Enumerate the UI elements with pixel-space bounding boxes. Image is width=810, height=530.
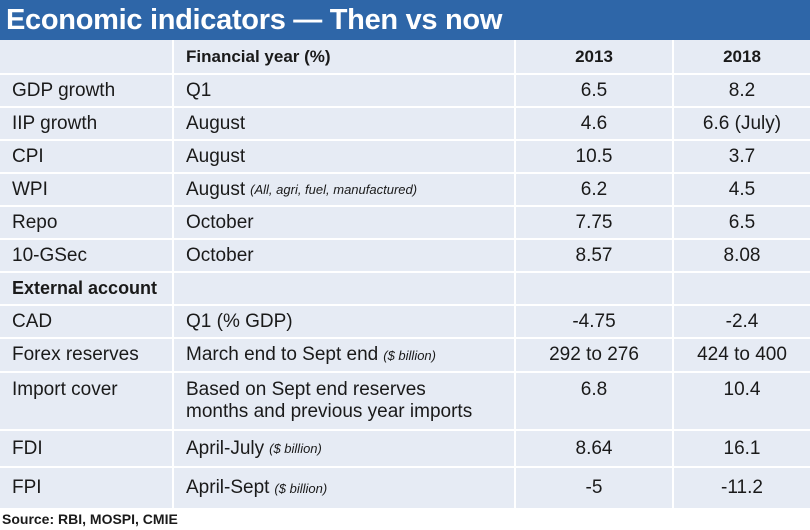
row-period: October [186, 244, 254, 266]
row-period: August (All, agri, fuel, manufactured) [186, 174, 516, 205]
row-value-2013: -5 [585, 477, 603, 498]
row-name: CAD [12, 310, 53, 332]
row-value-2013: 8.64 [575, 437, 613, 459]
row-period-line1: Based on Sept end reserves [186, 379, 426, 400]
row-divider [0, 139, 810, 141]
table-row-repo: Repo October 7.75 6.5 [0, 207, 810, 238]
row-value-2018: 6.5 [728, 211, 756, 233]
row-divider [0, 304, 810, 306]
row-period-note: (All, agri, fuel, manufactured) [250, 182, 418, 197]
row-period: August [186, 112, 246, 134]
row-period-text: March end to Sept end [186, 344, 379, 365]
table-row-fpi: FPI April-Sept ($ billion) -5 -11.2 [0, 468, 810, 508]
row-value-2013: 8.57 [575, 244, 613, 266]
row-value-2018: 8.08 [723, 244, 761, 266]
table-row-cad: CAD Q1 (% GDP) -4.75 -2.4 [0, 306, 810, 337]
row-period-note: ($ billion) [383, 347, 436, 363]
table-row-cpi: CPI August 10.5 3.7 [0, 141, 810, 172]
row-name: CPI [12, 145, 44, 167]
header-year-2013: 2013 [575, 46, 613, 66]
row-value-2018: 16.1 [723, 437, 761, 459]
row-value-2013: 4.6 [580, 112, 608, 134]
row-period-text: August [186, 178, 246, 200]
row-name: Repo [12, 211, 58, 233]
row-value-2013: 7.75 [575, 211, 613, 233]
table-row-wpi: WPI August (All, agri, fuel, manufacture… [0, 174, 810, 205]
row-divider [0, 73, 810, 75]
row-value-2018: 3.7 [728, 145, 756, 167]
row-period: April-Sept ($ billion) [186, 468, 516, 508]
row-value-2013: 10.5 [575, 145, 613, 167]
row-name: 10-GSec [12, 244, 87, 266]
row-name: WPI [12, 178, 48, 200]
row-divider [0, 205, 810, 207]
row-period-line2: months and previous year imports [186, 401, 473, 422]
column-divider [672, 40, 674, 508]
row-period: April-July ($ billion) [186, 431, 516, 466]
row-name: FPI [12, 477, 42, 498]
row-divider [0, 271, 810, 273]
row-value-2013: 6.2 [580, 178, 608, 200]
header-year-2018: 2018 [723, 46, 761, 66]
row-value-2018: 424 to 400 [697, 344, 787, 365]
row-divider [0, 466, 810, 468]
row-period: October [186, 211, 254, 233]
row-divider [0, 371, 810, 373]
table-row-import-cover: Import cover Based on Sept end reserves … [0, 373, 810, 429]
title-banner: Economic indicators — Then vs now [0, 0, 810, 40]
row-value-2013: -4.75 [572, 310, 616, 332]
row-period: Q1 [186, 79, 212, 101]
row-period-note: ($ billion) [269, 441, 322, 456]
page-title: Economic indicators — Then vs now [6, 4, 503, 36]
row-period: March end to Sept end ($ billion) [186, 339, 516, 371]
row-value-2018: 10.4 [723, 379, 761, 400]
row-name: Import cover [12, 379, 118, 400]
row-value-2018: -2.4 [725, 310, 759, 332]
section-label: External account [12, 278, 158, 298]
row-divider [0, 172, 810, 174]
row-period: Based on Sept end reserves months and pr… [186, 373, 516, 429]
row-period-text: April-July [186, 437, 265, 459]
table-header-row: Financial year (%) 2013 2018 [0, 40, 810, 73]
section-header-row: External account [0, 273, 810, 304]
indicators-table: Financial year (%) 2013 2018 GDP growth … [0, 40, 810, 508]
table-row-iip-growth: IIP growth August 4.6 6.6 (July) [0, 108, 810, 139]
row-name: Forex reserves [12, 344, 139, 365]
row-period: August [186, 145, 246, 167]
table-row-forex-reserves: Forex reserves March end to Sept end ($ … [0, 339, 810, 371]
row-period-text: April-Sept [186, 477, 270, 498]
row-divider [0, 337, 810, 339]
header-period-label: Financial year (%) [186, 46, 331, 66]
row-value-2013: 6.5 [580, 79, 608, 101]
table-row-gdp-growth: GDP growth Q1 6.5 8.2 [0, 75, 810, 106]
row-value-2013: 292 to 276 [549, 344, 639, 365]
row-divider [0, 429, 810, 431]
column-divider [514, 40, 516, 508]
row-name: FDI [12, 437, 43, 459]
row-value-2018: 6.6 (July) [702, 112, 782, 134]
row-period: Q1 (% GDP) [186, 310, 293, 332]
row-value-2018: 8.2 [728, 79, 756, 101]
row-divider [0, 106, 810, 108]
row-name: GDP growth [12, 79, 116, 101]
row-value-2013: 6.8 [580, 379, 608, 400]
table-row-10-gsec: 10-GSec October 8.57 8.08 [0, 240, 810, 271]
row-name: IIP growth [12, 112, 98, 134]
row-value-2018: -11.2 [721, 477, 763, 498]
column-divider [172, 40, 174, 508]
table-row-fdi: FDI April-July ($ billion) 8.64 16.1 [0, 431, 810, 466]
row-value-2018: 4.5 [728, 178, 756, 200]
row-period-note: ($ billion) [274, 480, 328, 496]
source-note: Source: RBI, MOSPI, CMIE [2, 511, 178, 527]
row-divider [0, 238, 810, 240]
